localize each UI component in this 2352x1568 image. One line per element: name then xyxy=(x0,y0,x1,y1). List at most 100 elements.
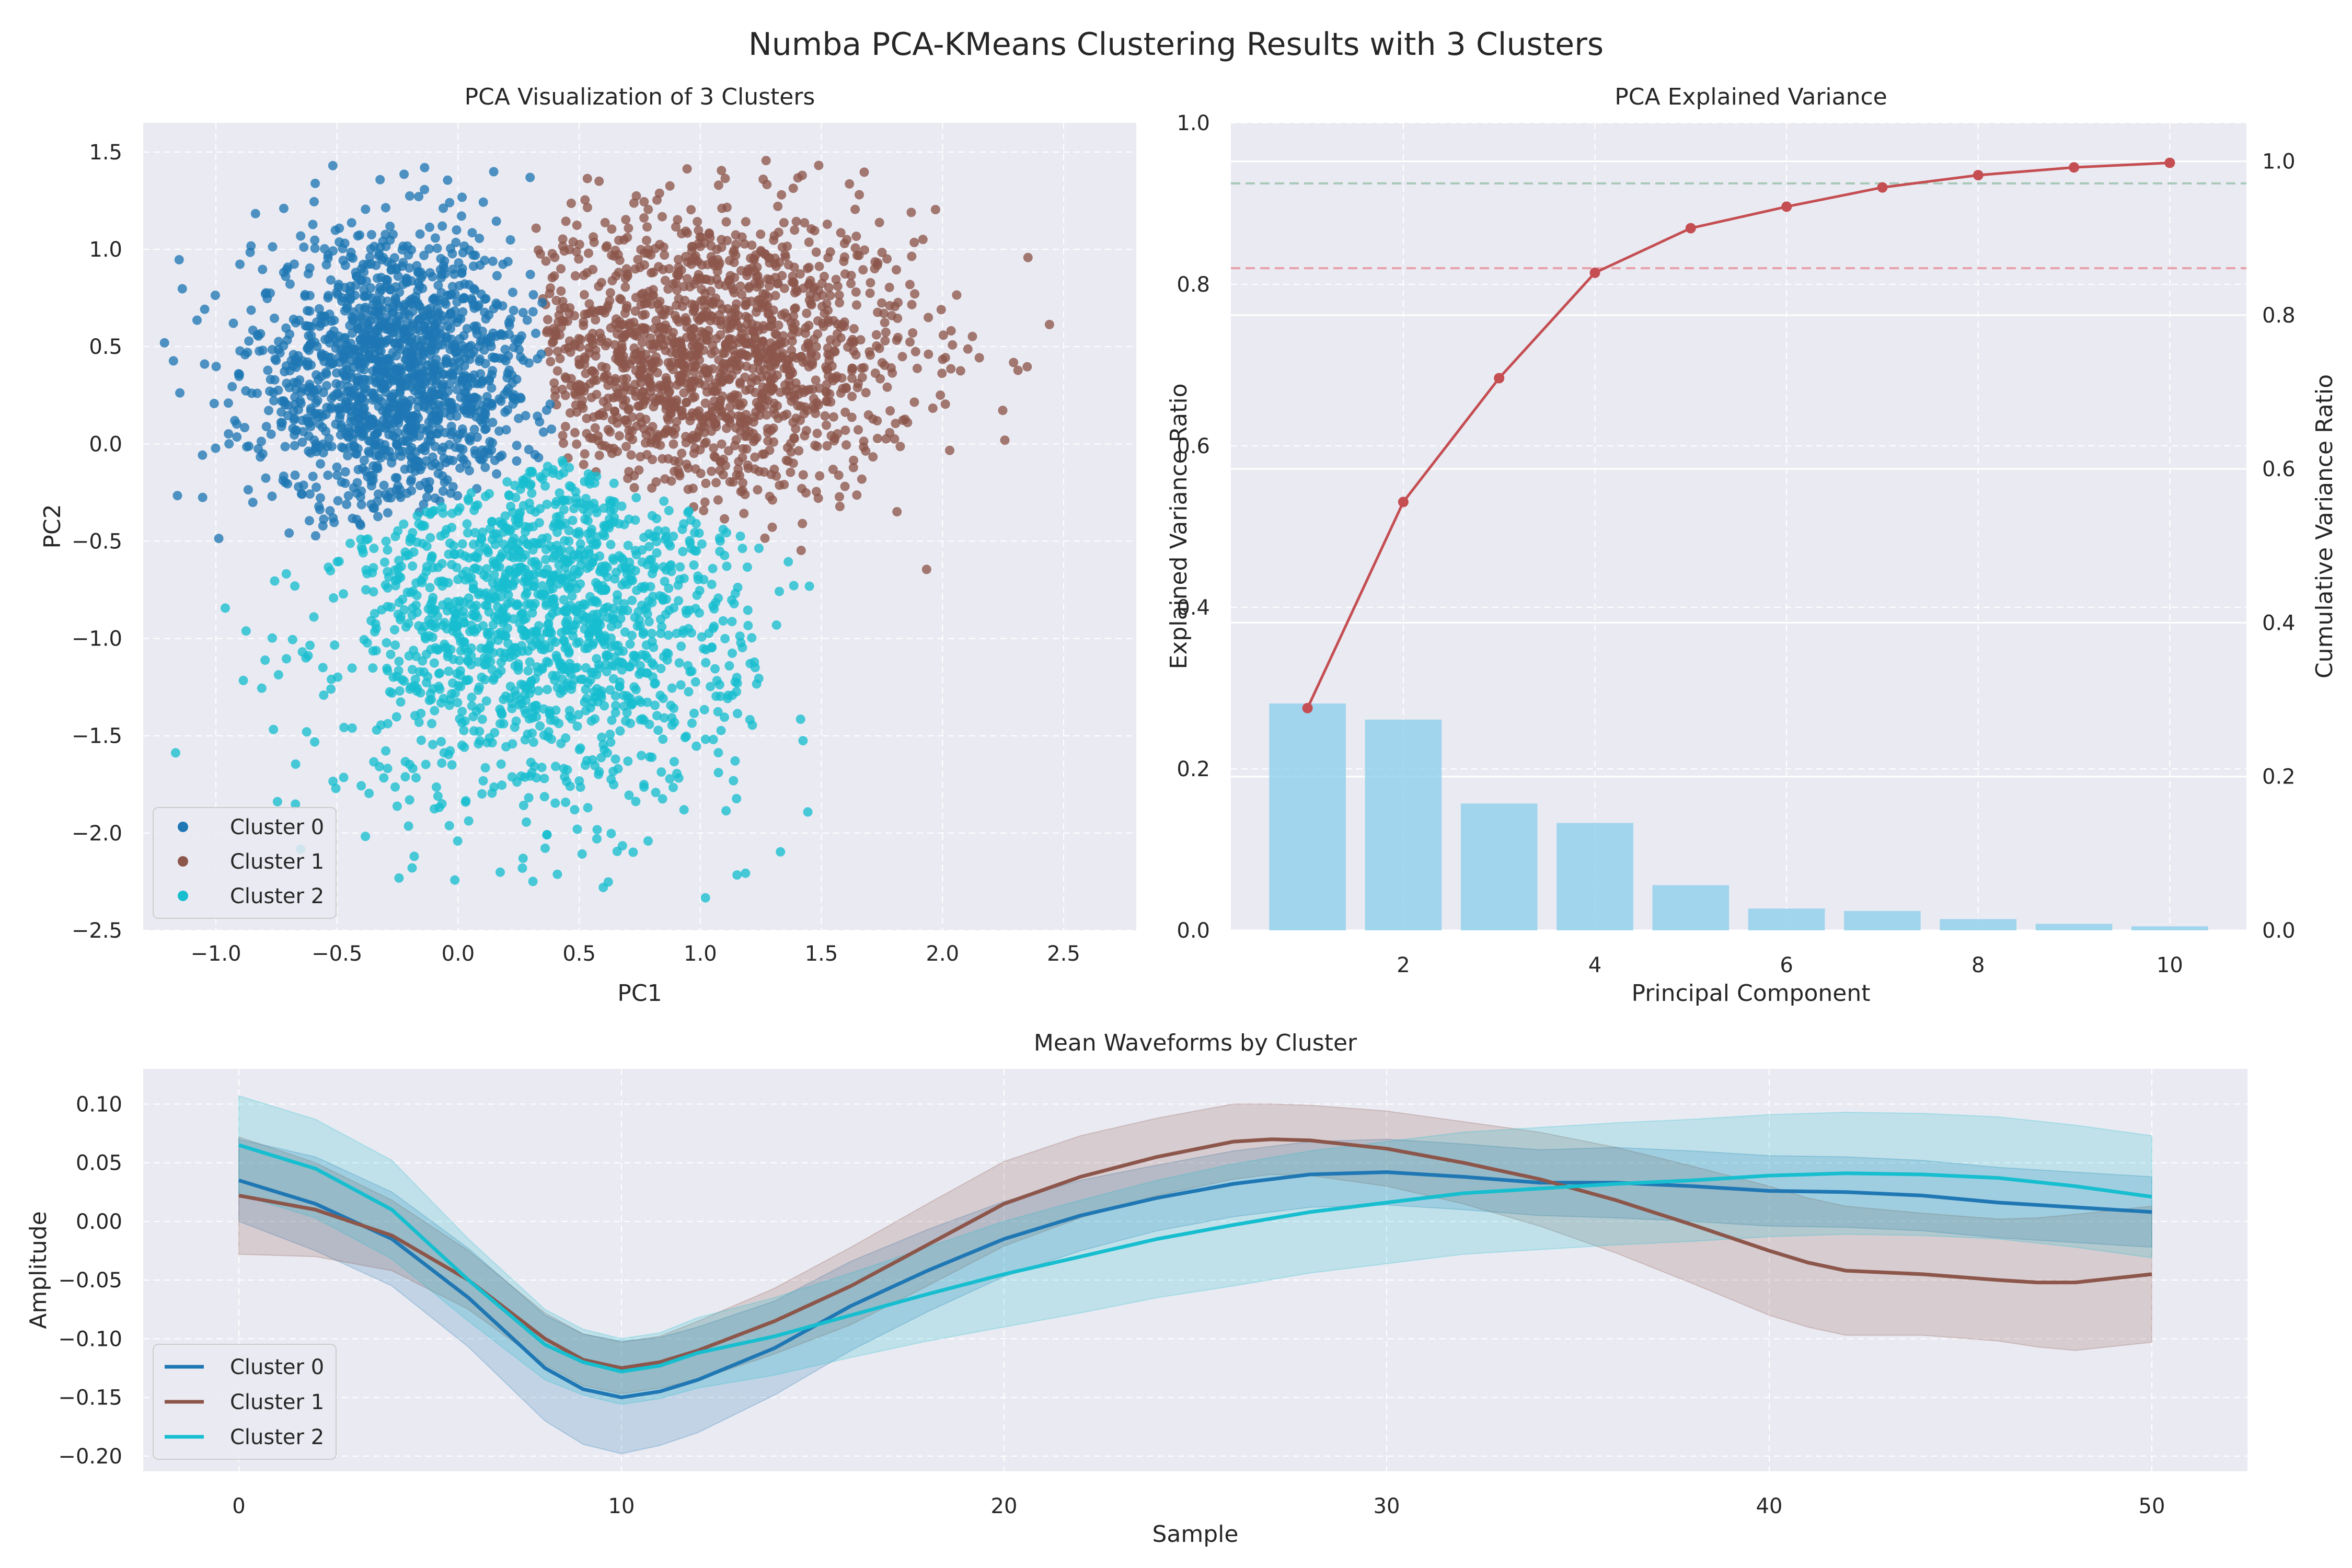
scatter-point xyxy=(645,382,655,392)
scatter-point xyxy=(497,780,507,790)
scatter-point xyxy=(817,290,827,300)
scatter-point xyxy=(437,758,447,768)
scatter-point xyxy=(248,498,258,508)
scatter-point xyxy=(394,873,404,883)
scatter-point xyxy=(974,353,984,363)
scatter-point xyxy=(540,843,550,853)
variance-xtick-label: 2 xyxy=(1397,953,1410,977)
scatter-point xyxy=(766,425,776,435)
scatter-point xyxy=(366,230,376,239)
scatter-point xyxy=(424,244,434,254)
scatter-point xyxy=(664,538,674,548)
scatter-point xyxy=(732,794,742,803)
scatter-point xyxy=(289,315,298,324)
scatter-point xyxy=(589,232,598,242)
scatter-point xyxy=(412,511,422,521)
scatter-point xyxy=(316,493,325,503)
scatter-point xyxy=(583,803,593,813)
scatter-point xyxy=(659,562,668,572)
scatter-point xyxy=(892,507,902,517)
scatter-point xyxy=(572,439,582,449)
scatter-point xyxy=(736,638,746,648)
scatter-point xyxy=(701,437,711,447)
scatter-point xyxy=(270,314,279,323)
scatter-point xyxy=(392,440,402,449)
scatter-point xyxy=(443,321,453,331)
scatter-point xyxy=(714,533,724,543)
scatter-point xyxy=(823,364,833,374)
cumulative-point xyxy=(1302,702,1313,713)
scatter-point xyxy=(550,550,560,560)
scatter-point xyxy=(415,480,425,490)
scatter-point xyxy=(480,600,490,610)
scatter-point xyxy=(452,562,462,572)
scatter-point xyxy=(654,262,664,272)
scatter-point xyxy=(823,317,833,327)
scatter-point xyxy=(341,351,350,361)
scatter-point xyxy=(381,423,390,433)
scatter-point xyxy=(592,654,602,664)
scatter-point xyxy=(270,576,280,586)
scatter-point xyxy=(639,424,649,434)
scatter-point xyxy=(335,381,345,390)
scatter-point xyxy=(356,500,366,510)
variance-bar xyxy=(2035,924,2113,930)
scatter-point xyxy=(427,719,436,729)
scatter-point xyxy=(682,274,692,284)
scatter-point xyxy=(168,356,178,366)
scatter-point xyxy=(469,393,479,403)
scatter-point xyxy=(240,350,250,360)
scatter-point xyxy=(352,271,362,281)
scatter-point xyxy=(340,371,350,381)
scatter-point xyxy=(623,540,633,550)
scatter-point xyxy=(618,374,628,384)
waveforms-xtick-label: 50 xyxy=(2139,1494,2165,1518)
scatter-point xyxy=(865,289,875,298)
scatter-point xyxy=(360,328,370,338)
scatter-point xyxy=(382,411,392,421)
scatter-xtick-label: 1.0 xyxy=(684,942,717,966)
scatter-point xyxy=(462,675,472,685)
scatter-point xyxy=(655,296,665,306)
scatter-point xyxy=(741,410,751,420)
scatter-point xyxy=(804,581,814,591)
scatter-point xyxy=(559,573,568,583)
scatter-point xyxy=(395,287,405,297)
waveforms-legend-label-1: Cluster 1 xyxy=(230,1390,324,1414)
scatter-point xyxy=(857,372,867,382)
scatter-point xyxy=(1000,435,1010,445)
scatter-point xyxy=(718,616,728,626)
scatter-point xyxy=(455,281,464,291)
scatter-point xyxy=(440,529,450,539)
scatter-point xyxy=(312,447,321,457)
scatter-point xyxy=(481,644,491,654)
scatter-point xyxy=(301,321,310,331)
scatter-point xyxy=(323,470,333,480)
variance-ytick-label: 0.4 xyxy=(1177,596,1210,620)
scatter-point xyxy=(469,505,479,515)
scatter-point xyxy=(544,619,554,629)
scatter-point xyxy=(650,678,660,688)
scatter-point xyxy=(647,268,656,278)
scatter-point xyxy=(283,400,293,410)
scatter-point xyxy=(680,733,690,743)
scatter-point xyxy=(492,271,502,281)
cumulative-point xyxy=(1494,373,1505,384)
scatter-point xyxy=(457,211,466,221)
scatter-point xyxy=(375,322,385,332)
scatter-point xyxy=(420,366,430,376)
scatter-point xyxy=(782,241,792,251)
scatter-point xyxy=(550,391,560,401)
scatter-point xyxy=(609,444,619,453)
scatter-point xyxy=(393,271,403,281)
scatter-point xyxy=(413,301,423,310)
scatter-point xyxy=(399,327,409,337)
scatter-point xyxy=(804,237,814,247)
scatter-point xyxy=(745,715,755,724)
scatter-point xyxy=(558,686,568,696)
scatter-legend-marker-1 xyxy=(178,856,188,867)
scatter-point xyxy=(285,366,295,376)
scatter-point xyxy=(1023,252,1033,262)
scatter-point xyxy=(198,450,207,460)
scatter-point xyxy=(413,402,423,412)
